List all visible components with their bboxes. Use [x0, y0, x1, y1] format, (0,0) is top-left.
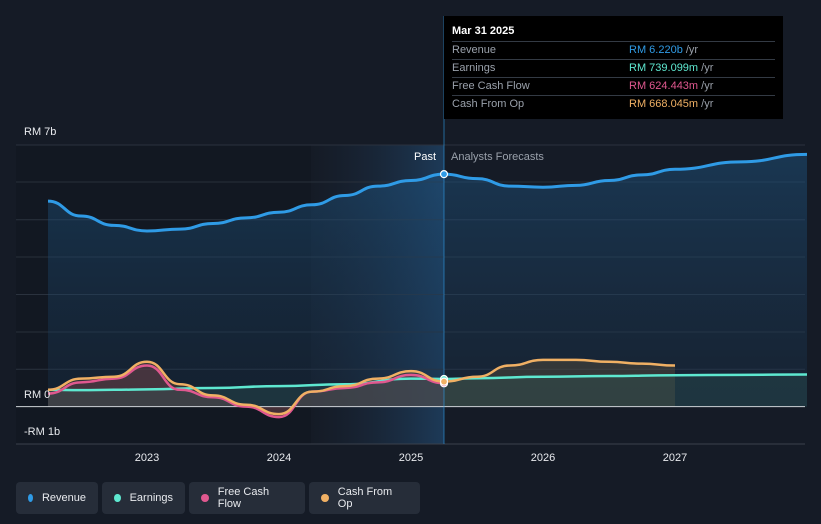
x-tick-label: 2027 [663, 452, 687, 464]
cash-from-op-dot-icon [321, 494, 329, 502]
legend-label: Cash From Op [337, 486, 393, 510]
tooltip-label: Revenue [452, 44, 497, 56]
tooltip-row-free-cash-flow: Free Cash Flow RM 624.443m /yr [452, 77, 775, 95]
tooltip-label: Cash From Op [452, 98, 525, 110]
past-label: Past [414, 151, 436, 163]
marker-cash-from-op [439, 377, 449, 386]
legend-item-revenue[interactable]: Revenue [16, 482, 98, 514]
tooltip-value: RM 6.220b [629, 44, 683, 56]
tooltip-unit: /yr [682, 44, 699, 56]
tooltip-row-earnings: Earnings RM 739.099m /yr [452, 59, 775, 77]
tooltip-row-revenue: Revenue RM 6.220b /yr [452, 41, 775, 59]
tooltip-unit: /yr [698, 62, 714, 74]
x-tick-label: 2023 [135, 452, 159, 464]
tooltip-value: RM 668.045m [629, 98, 699, 110]
marker-revenue [439, 170, 449, 179]
revenue-area [48, 154, 807, 407]
earnings-area [48, 374, 807, 407]
legend: Revenue Earnings Free Cash Flow Cash Fro… [16, 482, 420, 514]
revenue-dot-icon [28, 494, 33, 502]
tooltip-unit: /yr [698, 98, 714, 110]
tooltip-row-cash-from-op: Cash From Op RM 668.045m /yr [452, 95, 775, 113]
x-tick-label: 2024 [267, 452, 291, 464]
earnings-line [47, 373, 808, 392]
cash-from-op-area [48, 359, 675, 415]
legend-item-free-cash-flow[interactable]: Free Cash Flow [189, 482, 305, 514]
analysts-forecasts-label: Analysts Forecasts [451, 151, 544, 163]
tooltip-unit: /yr [698, 80, 714, 92]
legend-label: Free Cash Flow [217, 486, 270, 510]
x-tick-label: 2025 [399, 452, 423, 464]
legend-label: Revenue [41, 492, 86, 504]
y-axis-zero-label: RM 0 [24, 389, 51, 401]
free-cash-flow-line [47, 364, 445, 419]
tooltip-label: Free Cash Flow [452, 80, 530, 92]
tooltip-label: Earnings [452, 62, 496, 74]
tooltip-value: RM 739.099m [629, 62, 699, 74]
tooltip-date: Mar 31 2025 [452, 25, 515, 37]
cash-from-op-line [47, 358, 676, 416]
y-axis-top-label: RM 7b [24, 126, 57, 138]
tooltip: Mar 31 2025 Revenue RM 6.220b /yr Earnin… [444, 16, 783, 119]
x-tick-label: 2026 [531, 452, 555, 464]
revenue-line [47, 152, 808, 233]
free-cash-flow-area [48, 365, 444, 418]
legend-item-earnings[interactable]: Earnings [102, 482, 185, 514]
free-cash-flow-dot-icon [201, 494, 209, 502]
earnings-dot-icon [114, 494, 121, 502]
legend-item-cash-from-op[interactable]: Cash From Op [309, 482, 420, 514]
legend-label: Earnings [129, 492, 173, 504]
tooltip-value: RM 624.443m [629, 80, 699, 92]
y-axis-bottom-label: -RM 1b [24, 426, 61, 438]
